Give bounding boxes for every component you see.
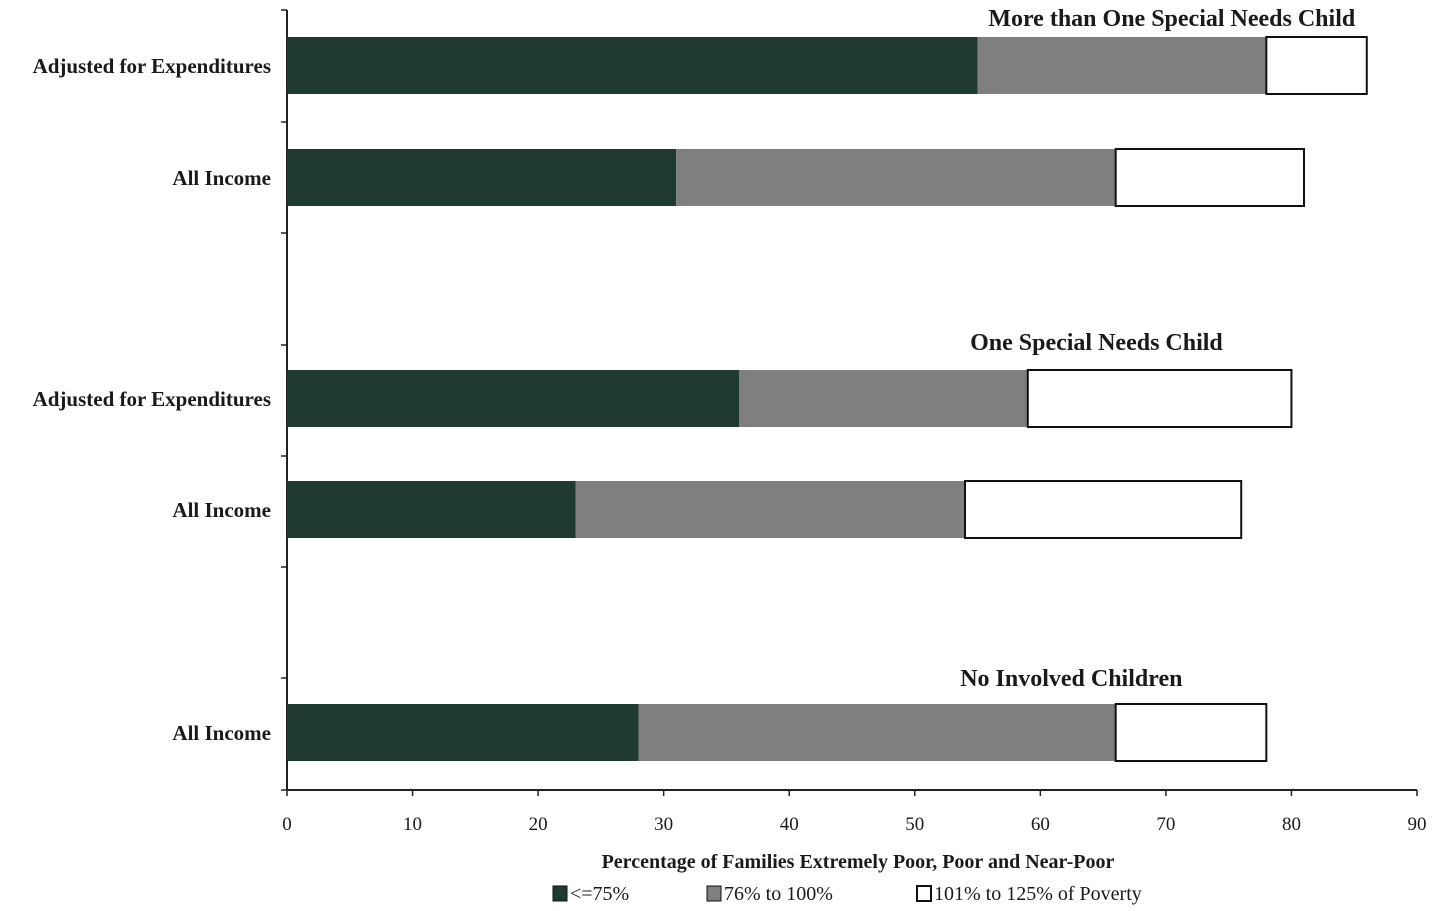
category-label: All Income xyxy=(172,166,271,190)
group-title: More than One Special Needs Child xyxy=(988,6,1356,32)
bar-segment-le75 xyxy=(287,704,639,761)
bar-segment-101-125 xyxy=(1026,369,1293,428)
x-tick-label: 80 xyxy=(1282,814,1301,835)
bar-segment-le75 xyxy=(287,481,576,538)
legend-label-2: 101% to 125% of Poverty xyxy=(934,883,1142,905)
legend-swatch-0 xyxy=(552,885,568,902)
bar-segment-76-100 xyxy=(575,481,965,538)
bars xyxy=(287,36,1368,762)
x-tick-label: 40 xyxy=(780,814,799,835)
bar-segment-101-125 xyxy=(1265,36,1368,95)
category-label: All Income xyxy=(172,721,271,745)
axes: 0 10 20 30 40 50 60 70 80 90 xyxy=(281,9,1427,835)
x-tick-label: 50 xyxy=(905,814,924,835)
x-tick-label: 20 xyxy=(529,814,548,835)
bar-segment-101-125 xyxy=(964,480,1243,539)
bar-segment-le75 xyxy=(287,149,677,206)
x-tick-label: 60 xyxy=(1031,814,1050,835)
x-tick-label: 30 xyxy=(654,814,673,835)
bar-segment-101-125 xyxy=(1114,148,1305,207)
labels: More than One Special Needs Child Adjuste… xyxy=(33,6,1356,745)
bar-segment-101-125 xyxy=(1114,703,1268,762)
bar-segment-le75 xyxy=(287,370,739,427)
bar-segment-76-100 xyxy=(977,37,1267,94)
x-tick-label: 70 xyxy=(1156,814,1175,835)
legend-swatch-1 xyxy=(706,885,722,902)
legend-swatch-2 xyxy=(916,885,932,902)
category-label: Adjusted for Expenditures xyxy=(33,54,271,78)
x-axis-label: Percentage of Families Extremely Poor, P… xyxy=(602,851,1115,873)
category-label: All Income xyxy=(172,498,271,522)
x-tick-label: 90 xyxy=(1408,814,1427,835)
category-label: Adjusted for Expenditures xyxy=(33,387,271,411)
legend-label-0: <=75% xyxy=(570,883,629,905)
legend: <=75% 76% to 100% 101% to 125% of Povert… xyxy=(552,883,1142,905)
bar-segment-le75 xyxy=(287,37,978,94)
x-tick-label: 10 xyxy=(403,814,422,835)
group-title: One Special Needs Child xyxy=(970,330,1223,356)
bar-segment-76-100 xyxy=(739,370,1028,427)
legend-label-1: 76% to 100% xyxy=(724,883,833,905)
x-tick-label: 0 xyxy=(282,814,292,835)
bar-segment-76-100 xyxy=(638,704,1116,761)
group-title: No Involved Children xyxy=(960,666,1182,692)
bar-segment-76-100 xyxy=(676,149,1116,206)
